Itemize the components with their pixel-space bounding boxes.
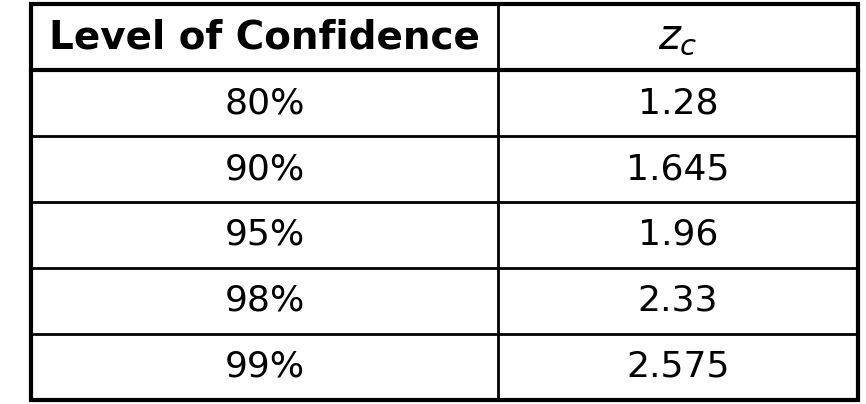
Text: $\mathit{z}_c$: $\mathit{z}_c$: [658, 16, 698, 58]
Text: 1.28: 1.28: [637, 86, 718, 120]
Text: 99%: 99%: [224, 350, 305, 384]
Text: 2.33: 2.33: [637, 284, 718, 318]
Text: 98%: 98%: [224, 284, 305, 318]
Text: 1.645: 1.645: [626, 152, 730, 186]
Text: 90%: 90%: [224, 152, 305, 186]
Text: Level of Confidence: Level of Confidence: [49, 18, 480, 56]
Text: 80%: 80%: [224, 86, 305, 120]
Text: 95%: 95%: [224, 218, 305, 252]
Text: 2.575: 2.575: [626, 350, 730, 384]
Text: 1.96: 1.96: [637, 218, 718, 252]
